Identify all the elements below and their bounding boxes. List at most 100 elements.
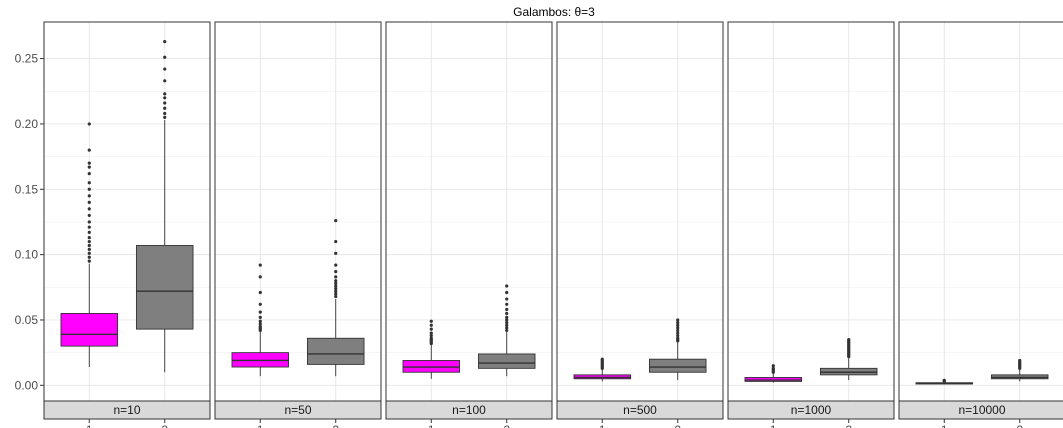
outlier-point	[676, 318, 680, 322]
y-tick-label: 0.20	[15, 117, 39, 131]
outlier-point	[334, 294, 338, 299]
boxplot-category-1	[402, 319, 461, 379]
outlier-point	[163, 96, 167, 100]
panel-marks	[573, 318, 707, 382]
outlier-point	[334, 270, 338, 274]
outlier-point	[87, 247, 91, 251]
outlier-point	[676, 326, 680, 330]
outlier-point	[258, 302, 262, 306]
outlier-point	[334, 219, 338, 223]
outlier-point	[87, 207, 91, 211]
facet-strip-label: n=1000	[791, 403, 832, 417]
box-body	[648, 358, 707, 373]
facet-panel: n=50 1 2	[214, 21, 382, 428]
x-tick-label: 1	[428, 423, 435, 428]
outlier-point	[87, 225, 91, 229]
facet-strip-label: n=100	[452, 403, 486, 417]
outlier-point	[600, 357, 604, 361]
outlier-point	[87, 161, 91, 165]
outlier-point	[163, 40, 167, 44]
x-tick-label: 1	[599, 423, 606, 428]
outlier-point	[334, 275, 338, 279]
outlier-point	[87, 200, 91, 204]
outlier-point	[505, 290, 509, 295]
panel-marks	[231, 219, 365, 377]
outlier-point	[429, 331, 433, 335]
outlier-point	[334, 239, 338, 244]
facet-strip	[214, 400, 382, 420]
outlier-point	[676, 328, 680, 333]
y-tick-label: 0.25	[15, 52, 39, 66]
facet-panel: n=10 1 2	[43, 21, 211, 428]
x-tick-label: 1	[941, 423, 948, 428]
boxplot-category-1	[573, 357, 632, 382]
outlier-point	[87, 259, 91, 263]
outlier-point	[505, 328, 509, 333]
box-body	[306, 337, 365, 365]
outlier-point	[258, 310, 262, 314]
outlier-point	[505, 302, 509, 306]
outlier-point	[505, 320, 509, 325]
outlier-point	[505, 315, 509, 319]
outlier-point	[87, 255, 91, 259]
outlier-point	[163, 106, 167, 110]
outlier-point	[334, 289, 338, 293]
facet-strip-label: n=10000	[958, 403, 1005, 417]
outlier-point	[258, 324, 262, 329]
outlier-point	[771, 366, 775, 370]
facet-strip	[898, 400, 1063, 420]
outlier-point	[334, 281, 338, 285]
outlier-point	[258, 275, 262, 279]
outlier-point	[87, 187, 91, 191]
outlier-point	[163, 101, 167, 105]
panel-marks	[402, 284, 536, 379]
outlier-point	[163, 67, 167, 71]
outlier-point	[505, 311, 509, 316]
x-tick-label: 2	[674, 423, 681, 428]
panel-background	[386, 22, 552, 401]
outlier-point	[258, 319, 262, 323]
outlier-point	[429, 323, 433, 327]
boxplot-category-2	[306, 219, 365, 377]
outlier-point	[505, 323, 509, 327]
outlier-point	[676, 331, 680, 335]
boxplot-category-1	[60, 122, 119, 368]
boxplot-category-1	[744, 364, 803, 383]
outlier-point	[87, 148, 91, 152]
outlier-point	[334, 279, 338, 283]
outlier-point	[505, 297, 509, 301]
y-axis: 0.00 0.05 0.10 0.15 0.20 0.25	[15, 52, 44, 392]
outlier-point	[163, 111, 167, 116]
outlier-point	[334, 263, 338, 267]
outlier-point	[87, 251, 91, 255]
facet-panel: n=500 1 2	[556, 21, 724, 428]
outlier-point	[505, 284, 509, 288]
facet-panel: n=100 1 2	[385, 21, 553, 428]
outlier-point	[87, 239, 91, 244]
outlier-point	[334, 287, 338, 291]
y-tick-label: 0.15	[15, 182, 39, 196]
outlier-point	[87, 172, 91, 176]
boxplot-category-2	[990, 358, 1049, 382]
outlier-point	[87, 243, 91, 248]
x-tick-label: 2	[845, 423, 852, 428]
y-tick-label: 0.05	[15, 313, 39, 327]
facet-strip-label: n=10	[113, 403, 140, 417]
panel-background	[728, 22, 894, 401]
outlier-point	[87, 220, 91, 224]
outlier-point	[87, 181, 91, 185]
boxplot-category-1	[915, 378, 974, 385]
x-tick-label: 2	[1016, 423, 1023, 428]
outlier-point	[334, 251, 338, 255]
outlier-point	[334, 292, 338, 296]
outlier-point	[676, 320, 680, 325]
x-tick-label: 1	[770, 423, 777, 428]
panel-background	[899, 22, 1063, 401]
box-body	[477, 353, 536, 369]
panel-background	[557, 22, 723, 401]
outlier-point	[676, 334, 680, 338]
outlier-point	[429, 334, 433, 338]
facet-strip-label: n=50	[284, 403, 311, 417]
